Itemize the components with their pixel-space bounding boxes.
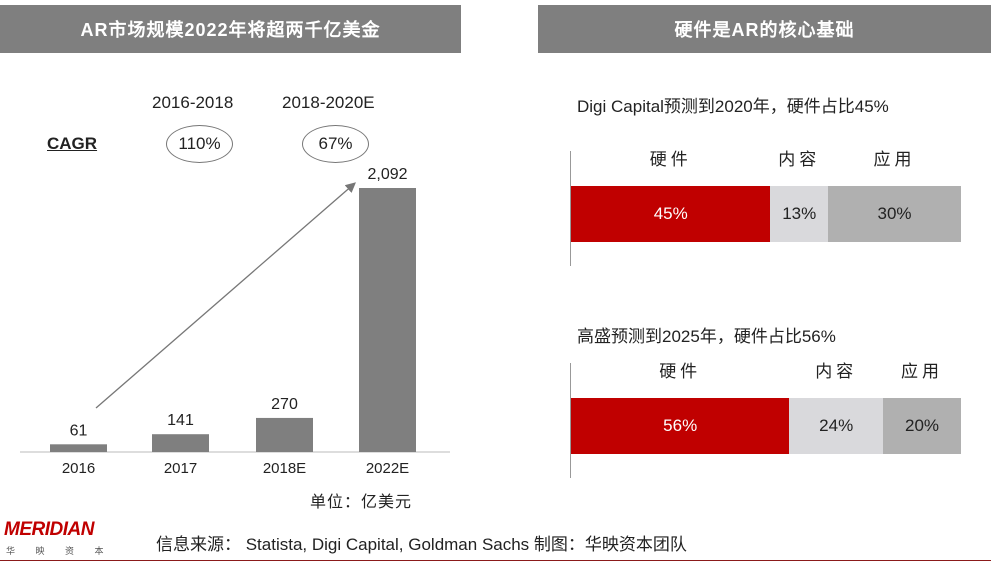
bar-2016: [50, 444, 107, 452]
cagr-label: CAGR: [47, 134, 98, 153]
logo-subtitle: 华 映 资 本: [6, 546, 113, 556]
meridian-logo: MERIDIAN: [4, 519, 94, 540]
bar-value-label: 270: [271, 396, 298, 413]
legend-label: 硬件: [649, 150, 692, 169]
x-tick-label: 2017: [164, 460, 197, 477]
legend-label: 硬件: [659, 362, 702, 381]
right-title: 硬件是AR的核心基础: [538, 5, 991, 53]
growth-arrow: [95, 182, 356, 409]
unit-label: 单位：亿美元: [310, 494, 413, 511]
bar-2017: [152, 434, 209, 452]
segment-应用: 20%: [883, 398, 961, 454]
segment-内容: 24%: [789, 398, 883, 454]
cagr-value-1: 110%: [166, 125, 233, 163]
bar-value-label: 141: [167, 412, 194, 429]
legend-label: 应用: [873, 150, 916, 169]
bar-2022E: [359, 188, 416, 452]
segment-应用: 30%: [828, 186, 961, 242]
bar-2018E: [256, 417, 313, 452]
bar-value-label: 61: [70, 422, 88, 439]
bar-value-label: 2,092: [367, 166, 407, 183]
y-axis: [570, 151, 571, 266]
x-tick-label: 2016: [62, 460, 95, 477]
segment-内容: 13%: [770, 186, 829, 242]
left-title: AR市场规模2022年将超两千亿美金: [0, 5, 461, 53]
x-tick-label: 2022E: [366, 460, 409, 477]
y-axis: [570, 363, 571, 478]
legend-label: 内容: [778, 150, 821, 169]
x-tick-label: 2018E: [263, 460, 306, 477]
stack2-title: 高盛预测到2025年，硬件占比56%: [577, 327, 836, 346]
legend-label: 应用: [901, 362, 943, 381]
cagr-value-2: 67%: [302, 125, 369, 163]
market-size-bar-chart: 61 2016 141 2017 270 2018E 2,092 2022E: [20, 166, 450, 477]
legend-label: 内容: [815, 362, 858, 381]
footer-divider: [0, 560, 991, 561]
stack1-title: Digi Capital预测到2020年，硬件占比45%: [577, 97, 889, 116]
source-text: 信息来源： Statista, Digi Capital, Goldman Sa…: [156, 535, 687, 554]
segment-硬件: 56%: [571, 398, 790, 454]
cagr-period-2: 2018-2020E: [282, 93, 375, 112]
cagr-period-1: 2016-2018: [152, 93, 234, 112]
segment-硬件: 45%: [571, 186, 771, 242]
